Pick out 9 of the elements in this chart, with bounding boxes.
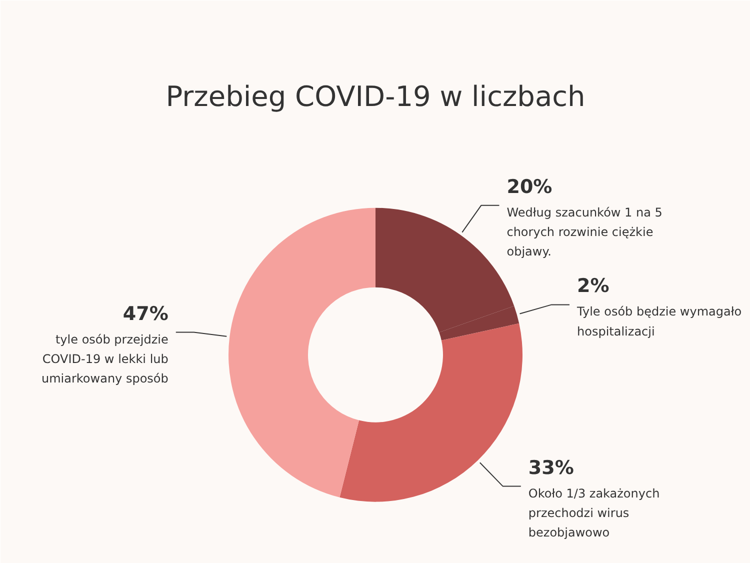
data-label: 2%	[577, 275, 610, 298]
chart-title: Przebieg COVID-19 w liczbach	[166, 80, 586, 114]
slice-label: Około 1/3 zakażonych przechodzi wirus bezobjawowo	[528, 486, 660, 540]
slice-label: Według szacunków 1 na 5 chorych rozwinie ciężkie objawy.	[506, 205, 662, 259]
data-label: 20%	[506, 176, 552, 198]
slice-label: tyle osób przejdzie COVID-19 w lekki lub umiarkowany sposób	[41, 332, 168, 386]
data-label: 47%	[122, 302, 168, 325]
data-label: 33%	[528, 456, 574, 479]
slice-label: Tyle osób będzie wymagało hospitalizacji	[576, 304, 742, 338]
